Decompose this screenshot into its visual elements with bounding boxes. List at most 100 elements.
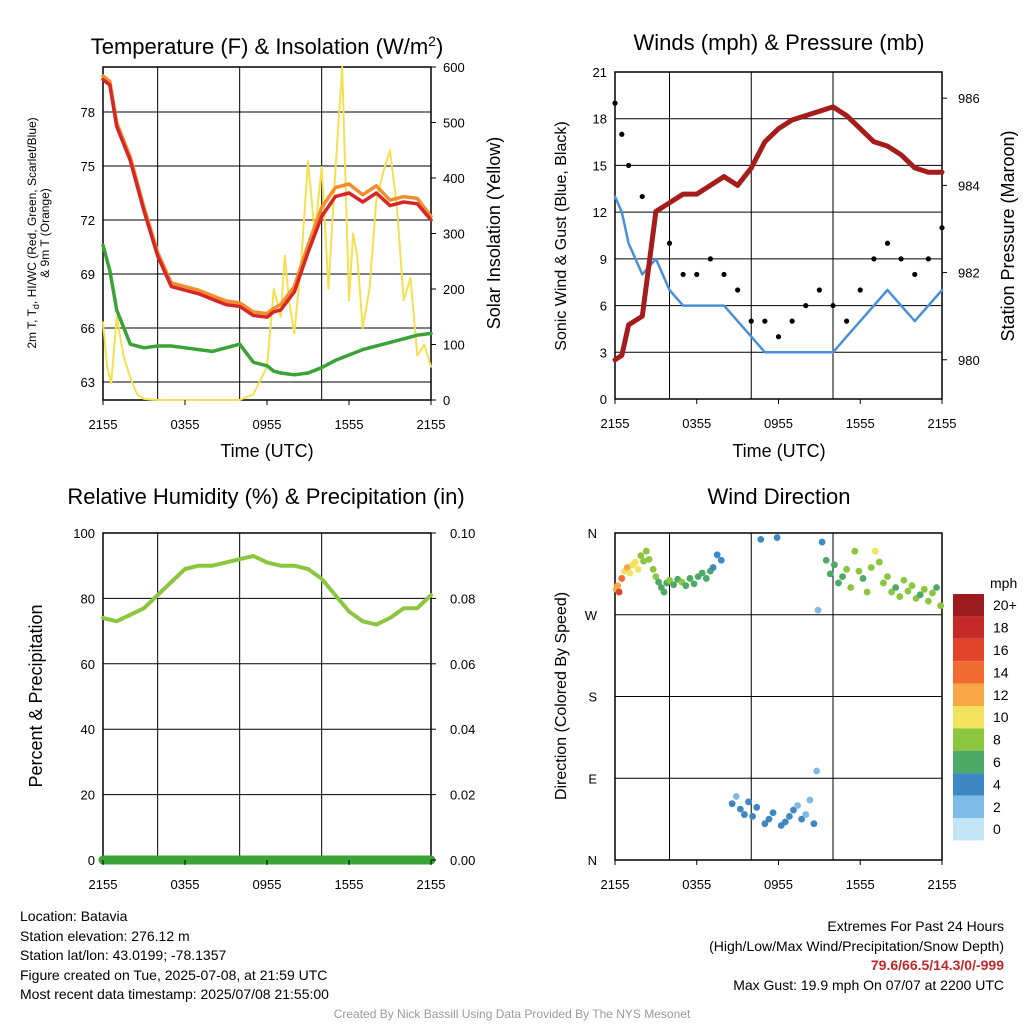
colorbar-title: mph — [990, 575, 1017, 591]
temperature-y-tick-label: 72 — [81, 213, 95, 228]
wind-direction-point — [745, 798, 752, 806]
colorbar-label: 4 — [993, 776, 1001, 792]
temperature-y-tick-label: 69 — [81, 267, 95, 282]
temperature-panel-title: Temperature (F) & Insolation (W/m2) — [91, 33, 444, 59]
wind-direction-point — [888, 588, 895, 596]
insolation-y-tick-label: 100 — [443, 338, 465, 353]
humidity-y-tick-label: 60 — [81, 657, 95, 672]
winds-x-tick-label: 0955 — [764, 416, 793, 431]
wind-direction-point — [904, 587, 912, 595]
humidity-x-tick-label: 2155 — [89, 877, 118, 892]
wind-direction-point — [736, 805, 744, 813]
wind-direction-point — [769, 809, 777, 817]
wind-direction-point — [916, 591, 924, 599]
wind-direction-point — [810, 820, 818, 828]
wind-direction-point — [645, 555, 653, 563]
wind-gust-point — [762, 318, 768, 324]
wind-direction-point — [652, 573, 660, 580]
wind-gust-point — [803, 302, 809, 309]
wind-direction-point — [753, 803, 761, 811]
winds-xlabel: Time (UTC) — [732, 441, 825, 461]
winds-y-tick-label: 21 — [593, 65, 607, 80]
wind-direction-point — [826, 570, 834, 578]
wind-gust-point — [707, 256, 713, 262]
temperature-y-tick-label: 63 — [81, 375, 95, 390]
wind-direction-point — [781, 818, 789, 826]
colorbar-label: 16 — [993, 642, 1009, 658]
wind-direction-point — [728, 800, 736, 808]
wind-direction-point — [623, 564, 631, 571]
wind-direction-point — [614, 582, 622, 590]
wind-direction-point — [871, 547, 879, 555]
wind-direction-point — [686, 575, 694, 582]
temperature-xlabel: Time (UTC) — [220, 441, 313, 461]
wind-direction-point — [855, 567, 863, 575]
insolation-y-tick-label: 400 — [443, 171, 465, 186]
pressure-y-tick-label: 980 — [958, 353, 980, 368]
pressure-y-tick-label: 982 — [958, 266, 980, 281]
colorbar-swatch — [953, 795, 984, 818]
winds-x-tick-label: 2155 — [928, 416, 957, 431]
humidity-y-tick-label: 40 — [81, 722, 95, 737]
dewpoint-line — [101, 243, 433, 377]
station-latlon: Station lat/lon: 43.0199; -78.1357 — [20, 947, 227, 963]
wind-gust-point — [612, 100, 618, 106]
direction-x-tick-label: 1555 — [846, 877, 875, 892]
colorbar-swatch — [953, 750, 984, 774]
wind-direction-point — [847, 584, 855, 591]
winds-y-tick-label: 6 — [600, 299, 607, 314]
extremes-title: Extremes For Past 24 Hours — [827, 918, 1004, 934]
temperature-2m-line — [101, 77, 433, 319]
colorbar-swatch — [953, 594, 984, 617]
relative-humidity-line — [101, 553, 433, 627]
wind-direction-point — [908, 582, 916, 590]
sonic-wind-line — [613, 195, 944, 354]
wind-direction-point — [773, 534, 781, 541]
temperature-x-tick-label: 1555 — [335, 417, 364, 432]
wind-direction-point — [682, 582, 690, 590]
extremes-box: Extremes For Past 24 Hours (High/Low/Max… — [709, 917, 1004, 995]
wind-direction-point — [896, 593, 904, 600]
direction-x-tick-label: 2155 — [928, 877, 957, 892]
humidity-x-tick-label: 0955 — [253, 877, 282, 892]
extremes-values: 79.6/66.5/14.3/0/-999 — [870, 957, 1004, 973]
extremes-subtitle: (High/Low/Max Wind/Precipitation/Snow De… — [709, 937, 1004, 954]
insolation-y-tick-label: 0 — [443, 393, 450, 408]
temperature-x-tick-label: 0355 — [171, 417, 200, 432]
wind-direction-point — [660, 588, 668, 596]
wind-direction-point — [937, 602, 945, 610]
wind-direction-point — [732, 793, 740, 800]
colorbar-label: 6 — [993, 754, 1001, 770]
wind-gust-point — [626, 162, 632, 169]
wind-direction-point — [741, 811, 748, 818]
wind-gust-point — [680, 271, 686, 278]
winds-y-tick-label: 15 — [593, 158, 607, 173]
colorbar-swatch — [953, 638, 984, 662]
direction-panel: Wind Direction N E S W N 2155 0355 0955 1555 2155… — [553, 484, 1017, 892]
wind-direction-point — [818, 538, 826, 546]
wind-direction-point — [632, 558, 639, 566]
wind-direction-point — [634, 565, 642, 573]
wind-gust-point — [844, 318, 850, 324]
colorbar-label: 0 — [993, 821, 1001, 837]
wind-direction-point — [690, 580, 698, 588]
colorbar-label: 18 — [993, 620, 1009, 636]
recent-timestamp: Most recent data timestamp: 2025/07/08 2… — [20, 986, 329, 1002]
wind-direction-point — [900, 576, 908, 584]
wind-direction-point — [798, 815, 806, 823]
humidity-ylabel: Percent & Precipitation — [26, 604, 46, 787]
direction-y-tick-label: S — [588, 690, 597, 705]
wind-direction-point — [698, 569, 706, 577]
wind-direction-point — [666, 576, 673, 584]
temperature-x-tick-label: 2155 — [417, 417, 446, 432]
wind-direction-point — [830, 561, 838, 569]
wind-gust-point — [619, 131, 625, 137]
wind-gust-point — [721, 271, 727, 278]
colorbar-label: 8 — [993, 732, 1001, 748]
wind-gust-point — [925, 256, 931, 262]
winds-y-tick-label: 12 — [593, 205, 607, 220]
colorbar-swatch — [953, 683, 984, 706]
wind-gust-point — [871, 256, 877, 262]
wind-direction-point — [933, 584, 940, 591]
direction-y-tick-label: W — [585, 608, 598, 623]
